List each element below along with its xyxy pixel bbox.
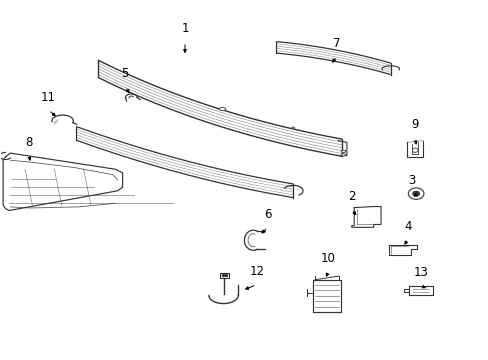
Text: 6: 6 [264, 208, 271, 221]
Circle shape [411, 148, 417, 152]
Circle shape [407, 188, 423, 199]
Ellipse shape [291, 127, 294, 129]
Text: 9: 9 [410, 118, 418, 131]
Text: 5: 5 [121, 67, 128, 80]
Ellipse shape [219, 108, 225, 111]
Text: 4: 4 [403, 220, 411, 233]
Text: 12: 12 [249, 265, 264, 278]
Text: 7: 7 [333, 37, 340, 50]
Text: 2: 2 [347, 190, 355, 203]
Text: 13: 13 [413, 266, 427, 279]
Text: 1: 1 [181, 22, 188, 36]
Ellipse shape [340, 154, 345, 156]
Text: 3: 3 [407, 174, 415, 187]
Circle shape [412, 191, 419, 196]
Ellipse shape [340, 150, 345, 152]
Text: 11: 11 [41, 91, 56, 104]
Text: 10: 10 [320, 252, 335, 265]
Text: 8: 8 [25, 136, 33, 149]
